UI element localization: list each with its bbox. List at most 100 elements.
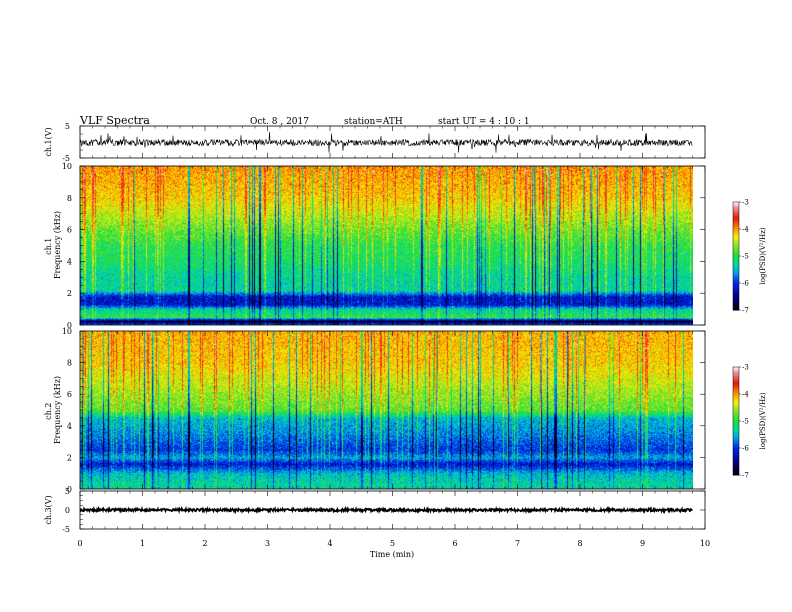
colorbar-segment xyxy=(733,203,739,207)
colorbar-segment xyxy=(733,415,739,418)
colorbar-tick-label: -7 xyxy=(742,472,749,480)
colorbar-segment xyxy=(733,424,739,427)
colorbar-tick-label: -3 xyxy=(742,199,749,207)
colorbar-segment xyxy=(733,202,739,205)
colorbar-segment xyxy=(733,406,739,409)
colorbar-segment xyxy=(733,220,739,223)
colorbar-segment xyxy=(733,448,739,451)
ytick-label: 0 xyxy=(67,485,72,494)
colorbar-segment xyxy=(733,394,739,397)
colorbar-segment xyxy=(733,412,739,415)
colorbar-segment xyxy=(733,279,739,282)
colorbar-segment xyxy=(733,379,739,382)
ytick-label: 5 xyxy=(65,487,70,496)
colorbar-segment xyxy=(733,449,739,453)
colorbar-segment xyxy=(733,422,739,426)
ytick-label: 8 xyxy=(67,359,72,368)
colorbar-segment xyxy=(733,399,739,402)
colorbar-segment xyxy=(733,376,739,379)
colorbar-segment xyxy=(733,259,739,262)
colorbar-label: log(PSD)(V²/Hz) xyxy=(759,392,767,449)
colorbar-segment xyxy=(733,410,739,413)
colorbar-segment xyxy=(733,385,739,388)
colorbar-segment xyxy=(733,265,739,268)
colorbar-segment xyxy=(733,419,739,422)
colorbar-segment xyxy=(733,367,739,370)
ytick-label: 6 xyxy=(67,390,72,399)
colorbar-segment xyxy=(733,306,739,309)
colorbar-segment xyxy=(733,238,739,241)
ch3-waveform-trace xyxy=(79,505,693,515)
colorbar-segment xyxy=(733,386,739,390)
colorbar-segment xyxy=(733,304,739,307)
colorbar-segment xyxy=(733,207,739,210)
colorbar-segment xyxy=(733,293,739,297)
colorbar-segment xyxy=(733,270,739,273)
ch1-spectrogram-image-pixels xyxy=(80,166,693,325)
colorbar-segment xyxy=(733,458,739,462)
colorbar-segment xyxy=(733,292,739,295)
ytick-label: 0 xyxy=(67,321,72,330)
colorbar-segment xyxy=(733,467,739,471)
colorbar-segment xyxy=(733,442,739,445)
date-label: Oct. 8 , 2017 xyxy=(250,117,309,127)
colorbar-segment xyxy=(733,381,739,384)
ytick-label: 5 xyxy=(65,122,70,131)
ch2-spectrogram-ylabel: ch.2 Frequency (kHz) xyxy=(44,376,62,444)
colorbar-segment xyxy=(733,390,739,393)
ytick-label: 10 xyxy=(62,162,72,171)
colorbar-segment xyxy=(733,214,739,217)
colorbar-segment xyxy=(733,236,739,239)
colorbar-segment xyxy=(733,392,739,395)
colorbar-segment xyxy=(733,247,739,250)
time-axis-label: Time (min) xyxy=(370,550,414,559)
colorbar-tick-label: -5 xyxy=(742,418,749,426)
colorbar-tick-label: -4 xyxy=(742,226,749,234)
colorbar-segment xyxy=(733,211,739,214)
xtick-label: 0 xyxy=(77,539,82,548)
colorbar-segment xyxy=(733,473,739,476)
colorbar-segment xyxy=(733,205,739,208)
xtick-label: 5 xyxy=(390,539,395,548)
colorbar-segment xyxy=(733,372,739,375)
ch2-ylabel-line2: Frequency (kHz) xyxy=(53,376,62,444)
colorbar-segment xyxy=(733,254,739,257)
colorbar-segment xyxy=(733,428,739,431)
colorbar-segment xyxy=(733,232,739,235)
ch1-waveform-ticks: 5 -5 xyxy=(62,122,705,163)
xtick-label: 7 xyxy=(515,539,520,548)
ch2-colorbar: -3 -4 -5 -6 -7 log(PSD)(V²/Hz) xyxy=(732,364,767,480)
colorbar-tick-label: -7 xyxy=(742,307,749,315)
colorbar-segment xyxy=(733,439,739,442)
colorbar-segment xyxy=(733,444,739,447)
xtick-label: 1 xyxy=(140,539,145,548)
colorbar-segment xyxy=(733,374,739,377)
ch3-waveform-ylabel: ch.3(V) xyxy=(44,495,53,524)
colorbar-segment xyxy=(733,275,739,279)
colorbar-segment xyxy=(733,377,739,381)
colorbar-segment xyxy=(733,397,739,400)
ytick-label: 0 xyxy=(65,506,70,515)
colorbar-segment xyxy=(733,417,739,420)
colorbar-segment xyxy=(733,464,739,467)
ytick-label: 4 xyxy=(67,257,72,266)
colorbar-segment xyxy=(733,212,739,216)
colorbar-segment xyxy=(733,272,739,275)
colorbar-segment xyxy=(733,383,739,386)
colorbar-segment xyxy=(733,308,739,311)
colorbar-segment xyxy=(733,230,739,234)
colorbar-segment xyxy=(733,225,739,228)
colorbar-segment xyxy=(733,266,739,270)
colorbar-segment xyxy=(733,440,739,444)
colorbar-segment xyxy=(733,451,739,454)
colorbar-segment xyxy=(733,256,739,259)
xtick-label: 9 xyxy=(640,539,645,548)
ch3-waveform-ticks: 50-5 xyxy=(62,487,705,534)
ch3-waveform-panel: 50-5 ch.3(V) xyxy=(44,487,706,534)
ch1-waveform-ylabel: ch.1(V) xyxy=(44,127,53,156)
colorbar-segment xyxy=(733,446,739,449)
colorbar-segment xyxy=(733,286,739,289)
colorbar-segment xyxy=(733,252,739,255)
xtick-label: 3 xyxy=(265,539,270,548)
colorbar-segment xyxy=(733,239,739,243)
